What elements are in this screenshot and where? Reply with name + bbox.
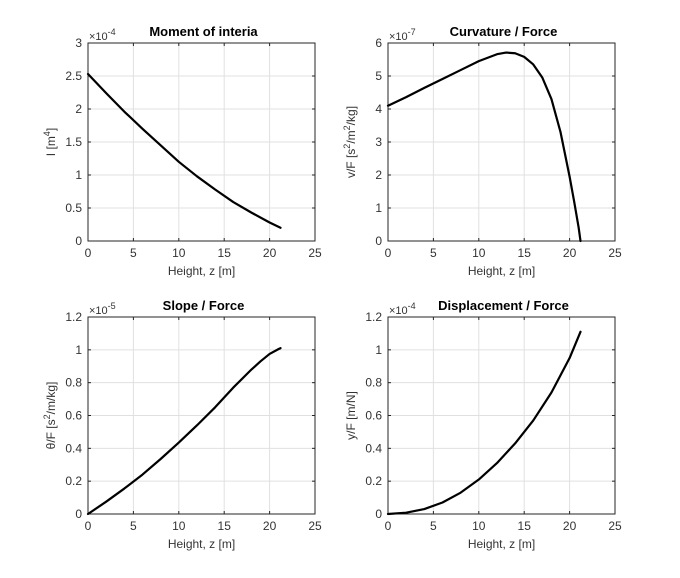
- y-tick-label: 1.2: [65, 310, 82, 324]
- x-tick-label: 10: [472, 519, 486, 533]
- x-tick-label: 15: [218, 246, 232, 260]
- y-tick-label: 5: [375, 69, 382, 83]
- x-axis-label: Height, z [m]: [168, 264, 235, 278]
- y-tick-label: 3: [75, 36, 82, 50]
- y-tick-label: 1.5: [65, 135, 82, 149]
- x-axis-label: Height, z [m]: [468, 264, 535, 278]
- chart-1: 0 5 10 15 20 25 0 0.5 1 1.5 2 2.5 3 Moment of interia…: [42, 24, 322, 278]
- x-tick-label: 5: [130, 519, 137, 533]
- y-tick-label: 0: [75, 507, 82, 521]
- y-tick-label: 0.2: [65, 474, 82, 488]
- y-tick-label: 0: [375, 507, 382, 521]
- y-tick-label: 0.8: [65, 376, 82, 390]
- series-line-1: [86, 72, 282, 229]
- y-tick-label: 0.6: [365, 409, 382, 423]
- x-tick-label: 25: [308, 246, 322, 260]
- x-tick-label: 20: [263, 246, 277, 260]
- axes-box: [387, 316, 616, 515]
- axis-exponent: ×10-5: [89, 301, 116, 317]
- x-tick-label: 25: [308, 519, 322, 533]
- y-tick-label: 0.2: [365, 474, 382, 488]
- chart-title: Slope / Force: [163, 298, 245, 313]
- x-axis-label: Height, z [m]: [468, 537, 535, 551]
- x-tick-label: 15: [518, 519, 532, 533]
- y-tick-label: 2: [75, 102, 82, 116]
- y-axis-label: I [m4]: [42, 128, 58, 156]
- y-tick-label: 1: [75, 168, 82, 182]
- y-tick-label: 1.2: [365, 310, 382, 324]
- chart-3: 0 5 10 15 20 25 0 0.2 0.4 0.6 0.8 1 1.2 Slope / Force…: [42, 298, 322, 551]
- x-tick-label: 0: [85, 519, 92, 533]
- x-tick-label: 15: [218, 519, 232, 533]
- x-tick-label: 15: [518, 246, 532, 260]
- x-tick-label: 20: [563, 246, 577, 260]
- y-tick-label: 0.8: [365, 376, 382, 390]
- y-tick-label: 1: [375, 343, 382, 357]
- y-axis-label: y/F [m/N]: [344, 391, 358, 440]
- x-tick-label: 0: [385, 519, 392, 533]
- y-tick-label: 6: [375, 36, 382, 50]
- axis-exponent: ×10-4: [389, 301, 416, 317]
- chart-title: Displacement / Force: [438, 298, 569, 313]
- y-tick-label: 4: [375, 102, 382, 116]
- y-tick-label: 0: [75, 234, 82, 248]
- axes-box: [87, 316, 316, 515]
- axes-box: [87, 42, 316, 242]
- y-tick-label: 0.4: [365, 441, 382, 455]
- y-axis-label: θ/F [s2/m/kg]: [42, 382, 58, 450]
- y-tick-label: 1: [375, 201, 382, 215]
- x-tick-label: 10: [172, 246, 186, 260]
- x-tick-label: 5: [130, 246, 137, 260]
- x-tick-label: 10: [472, 246, 486, 260]
- series-line-1: [386, 330, 582, 516]
- axis-exponent: ×10-7: [389, 27, 416, 43]
- chart-title: Moment of interia: [149, 24, 258, 39]
- x-axis-label: Height, z [m]: [168, 537, 235, 551]
- chart-4: 0 5 10 15 20 25 0 0.2 0.4 0.6 0.8 1 1.2 Displacement …: [344, 298, 622, 551]
- y-tick-label: 0.4: [65, 441, 82, 455]
- series-line-1: [86, 347, 282, 516]
- y-tick-label: 1: [75, 343, 82, 357]
- y-tick-label: 0.6: [65, 409, 82, 423]
- chart-title: Curvature / Force: [450, 24, 558, 39]
- y-tick-label: 2: [375, 168, 382, 182]
- series-line-1: [386, 51, 582, 243]
- x-tick-label: 5: [430, 246, 437, 260]
- y-tick-label: 2.5: [65, 69, 82, 83]
- x-tick-label: 0: [385, 246, 392, 260]
- y-tick-label: 0: [375, 234, 382, 248]
- axis-exponent: ×10-4: [89, 27, 116, 43]
- x-tick-label: 10: [172, 519, 186, 533]
- x-tick-label: 20: [263, 519, 277, 533]
- x-tick-label: 20: [563, 519, 577, 533]
- x-tick-label: 25: [608, 519, 622, 533]
- axes-box: [387, 42, 616, 242]
- y-tick-label: 0.5: [65, 201, 82, 215]
- y-axis-label: v/F [s2/m2/kg]: [342, 106, 358, 178]
- y-tick-label: 3: [375, 135, 382, 149]
- x-tick-label: 5: [430, 519, 437, 533]
- x-tick-label: 25: [608, 246, 622, 260]
- x-tick-label: 0: [85, 246, 92, 260]
- chart-2: 0 5 10 15 20 25 0 1 2 3 4 5 6 Curvature / Force ×10-7 H…: [342, 24, 622, 278]
